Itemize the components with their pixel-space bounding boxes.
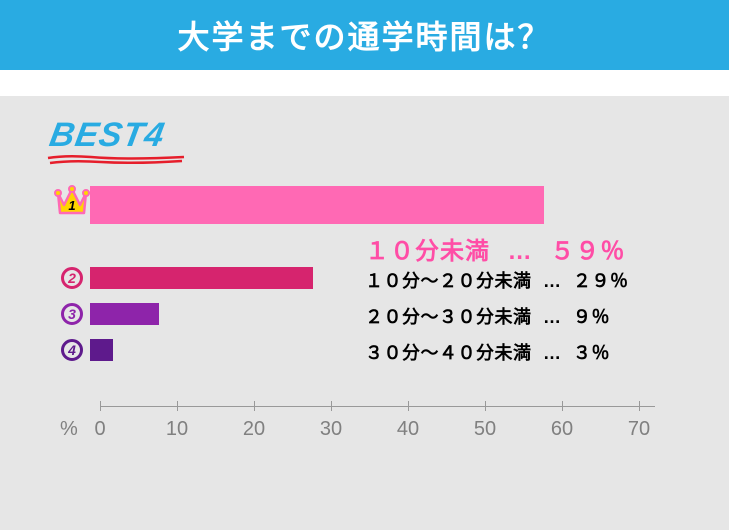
x-tick [639,401,640,411]
best-badge: BEST4 [47,116,168,155]
legend-1-pct: ５９％ [550,238,625,265]
legend-2-pct: ２９％ [573,271,629,291]
page-title: 大学までの通学時間は？ [177,12,551,58]
x-tick [331,401,332,411]
rank-2-icon: 2 [54,267,90,289]
x-tick [100,401,101,411]
x-axis-line [100,406,655,407]
x-tick-label: 0 [94,418,105,441]
legend-2: １０分～２０分未満 … ２９％ [365,267,629,293]
bar-4 [90,339,113,361]
x-tick-label: 40 [397,418,419,441]
legend-4-sep: … [543,343,562,363]
bar-1 [90,186,544,224]
bar-3 [90,303,159,325]
x-tick [408,401,409,411]
legend-2-label: １０分～２０分未満 [365,271,532,291]
x-tick-label: 20 [243,418,265,441]
legend-1-label: １０分未満 [365,238,490,265]
x-tick [177,401,178,411]
badge-underline [46,154,186,166]
x-tick [562,401,563,411]
legend-3-sep: … [543,307,562,327]
chart-panel: BEST4 1 １０分未満 … ５９％ 2 [0,96,729,530]
bar-chart: 1 １０分未満 … ５９％ 2 １０分～２０分未満 … ２９％ 3 [40,185,689,385]
legend-4-pct: ３％ [573,343,610,363]
legend-3: ２０分～３０分未満 … ９％ [365,303,610,329]
x-tick [485,401,486,411]
legend-2-sep: … [543,271,562,291]
rank-3-icon: 3 [54,303,90,325]
x-tick-label: 60 [551,418,573,441]
x-tick-label: 50 [474,418,496,441]
legend-3-pct: ９％ [573,307,610,327]
bar-2 [90,267,313,289]
x-tick-label: 10 [166,418,188,441]
legend-3-label: ２０分～３０分未満 [365,307,532,327]
x-tick-label: 30 [320,418,342,441]
x-tick-label: 70 [628,418,650,441]
legend-4: ３０分～４０分未満 … ３％ [365,339,610,365]
x-axis-unit: % [60,418,78,441]
rank-4-icon: 4 [54,339,90,361]
legend-1: １０分未満 … ５９％ [365,231,625,266]
rank-4-number: 4 [61,339,83,361]
legend-1-sep: … [508,238,533,265]
x-tick [254,401,255,411]
rank-3-number: 3 [61,303,83,325]
header-banner: 大学までの通学時間は？ [0,0,729,70]
rank-2-number: 2 [61,267,83,289]
svg-text:1: 1 [68,198,75,213]
legend-4-label: ３０分～４０分未満 [365,343,532,363]
